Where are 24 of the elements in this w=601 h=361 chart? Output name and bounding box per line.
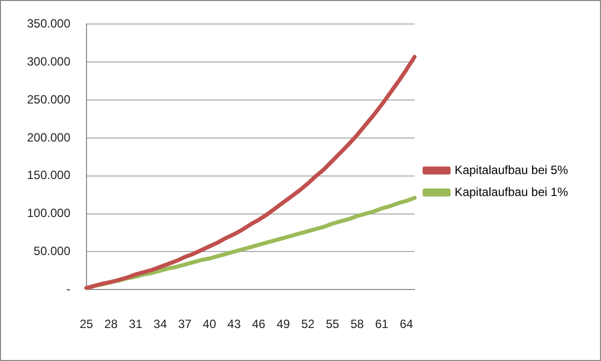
legend-label: Kapitalaufbau bei 5% (454, 162, 568, 177)
y-tick-label: 250.000 (26, 92, 71, 106)
x-tick-label: 49 (276, 317, 290, 332)
x-tick-label: 43 (227, 317, 242, 332)
x-tick-label: 40 (202, 317, 216, 332)
legend-label: Kapitalaufbau bei 1% (454, 184, 568, 199)
y-tick-label: - (66, 282, 70, 296)
x-tick-label: 58 (350, 317, 364, 332)
x-tick-label: 31 (128, 317, 143, 332)
x-tick-label: 52 (301, 317, 315, 332)
x-tick-label: 55 (326, 317, 340, 332)
x-tick-label: 25 (80, 317, 94, 332)
y-tick-label: 100.000 (26, 206, 71, 220)
y-tick-label: 200.000 (26, 130, 71, 144)
y-tick-label: 350.000 (26, 16, 71, 31)
x-tick-label: 46 (252, 317, 266, 332)
x-tick-label: 37 (178, 317, 192, 332)
x-tick-label: 64 (400, 317, 414, 332)
y-tick-label: 50.000 (34, 244, 71, 258)
y-tick-label: 150.000 (26, 168, 71, 182)
y-tick-label: 300.000 (26, 54, 71, 68)
x-tick-label: 34 (154, 317, 168, 332)
x-tick-label: 28 (104, 317, 118, 332)
x-tick-label: 61 (375, 317, 389, 332)
